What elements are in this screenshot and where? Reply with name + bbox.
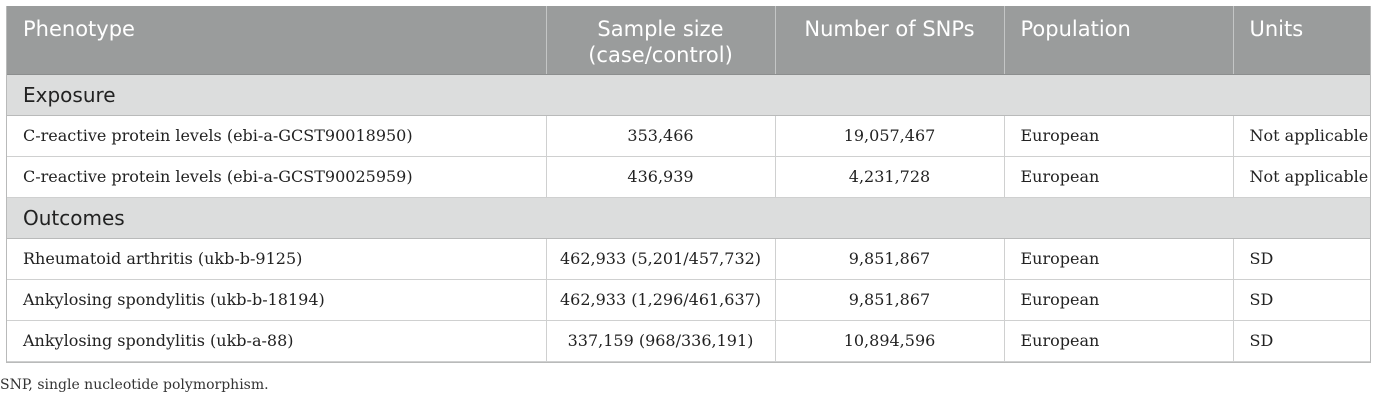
cell-sample-size: 436,939 — [545, 156, 775, 198]
cell-population: European — [1003, 156, 1233, 198]
table-header-row: Phenotype Sample size (case/control) Num… — [7, 6, 1370, 75]
cell-phenotype: C-reactive protein levels (ebi-a-GCST900… — [7, 156, 546, 198]
cell-sample-size: 462,933 (1,296/461,637) — [545, 279, 775, 321]
cell-phenotype: Ankylosing spondylitis (ukb-b-18194) — [7, 279, 546, 321]
cell-number-of-snps: 9,851,867 — [774, 238, 1004, 280]
cell-population: European — [1003, 115, 1233, 157]
cell-units: Not applicable — [1232, 156, 1370, 198]
section-row-outcomes: Outcomes — [7, 196, 1370, 239]
cell-population: European — [1003, 238, 1233, 280]
table-row: Ankylosing spondylitis (ukb-b-18194) 462… — [7, 279, 1370, 321]
header-phenotype: Phenotype — [7, 6, 546, 75]
cell-sample-size: 353,466 — [545, 115, 775, 157]
cell-number-of-snps: 9,851,867 — [774, 279, 1004, 321]
table-footnote: SNP, single nucleotide polymorphism. — [0, 377, 269, 393]
cell-sample-size: 462,933 (5,201/457,732) — [545, 238, 775, 280]
cell-population: European — [1003, 320, 1233, 362]
cell-population: European — [1003, 279, 1233, 321]
cell-sample-size: 337,159 (968/336,191) — [545, 320, 775, 362]
table-row: C-reactive protein levels (ebi-a-GCST900… — [7, 115, 1370, 157]
cell-units: SD — [1232, 279, 1370, 321]
section-label: Outcomes — [7, 196, 1370, 239]
section-row-exposure: Exposure — [7, 73, 1370, 116]
phenotype-table: Phenotype Sample size (case/control) Num… — [7, 6, 1370, 362]
header-units: Units — [1232, 6, 1370, 75]
table-row: Rheumatoid arthritis (ukb-b-9125) 462,93… — [7, 238, 1370, 280]
header-number-of-snps: Number of SNPs — [774, 6, 1004, 75]
cell-number-of-snps: 10,894,596 — [774, 320, 1004, 362]
cell-phenotype: Ankylosing spondylitis (ukb-a-88) — [7, 320, 546, 362]
table-row: Ankylosing spondylitis (ukb-a-88) 337,15… — [7, 320, 1370, 362]
cell-units: SD — [1232, 320, 1370, 362]
cell-number-of-snps: 19,057,467 — [774, 115, 1004, 157]
header-sample-size-line2: (case/control) — [588, 43, 733, 67]
cell-units: Not applicable — [1232, 115, 1370, 157]
section-label: Exposure — [7, 73, 1370, 116]
cell-units: SD — [1232, 238, 1370, 280]
cell-phenotype: C-reactive protein levels (ebi-a-GCST900… — [7, 115, 546, 157]
header-sample-size: Sample size (case/control) — [545, 6, 775, 75]
data-table-container: Phenotype Sample size (case/control) Num… — [6, 6, 1371, 363]
header-sample-size-line1: Sample size — [597, 17, 724, 41]
header-population: Population — [1003, 6, 1233, 75]
cell-phenotype: Rheumatoid arthritis (ukb-b-9125) — [7, 238, 546, 280]
table-row: C-reactive protein levels (ebi-a-GCST900… — [7, 156, 1370, 198]
cell-number-of-snps: 4,231,728 — [774, 156, 1004, 198]
